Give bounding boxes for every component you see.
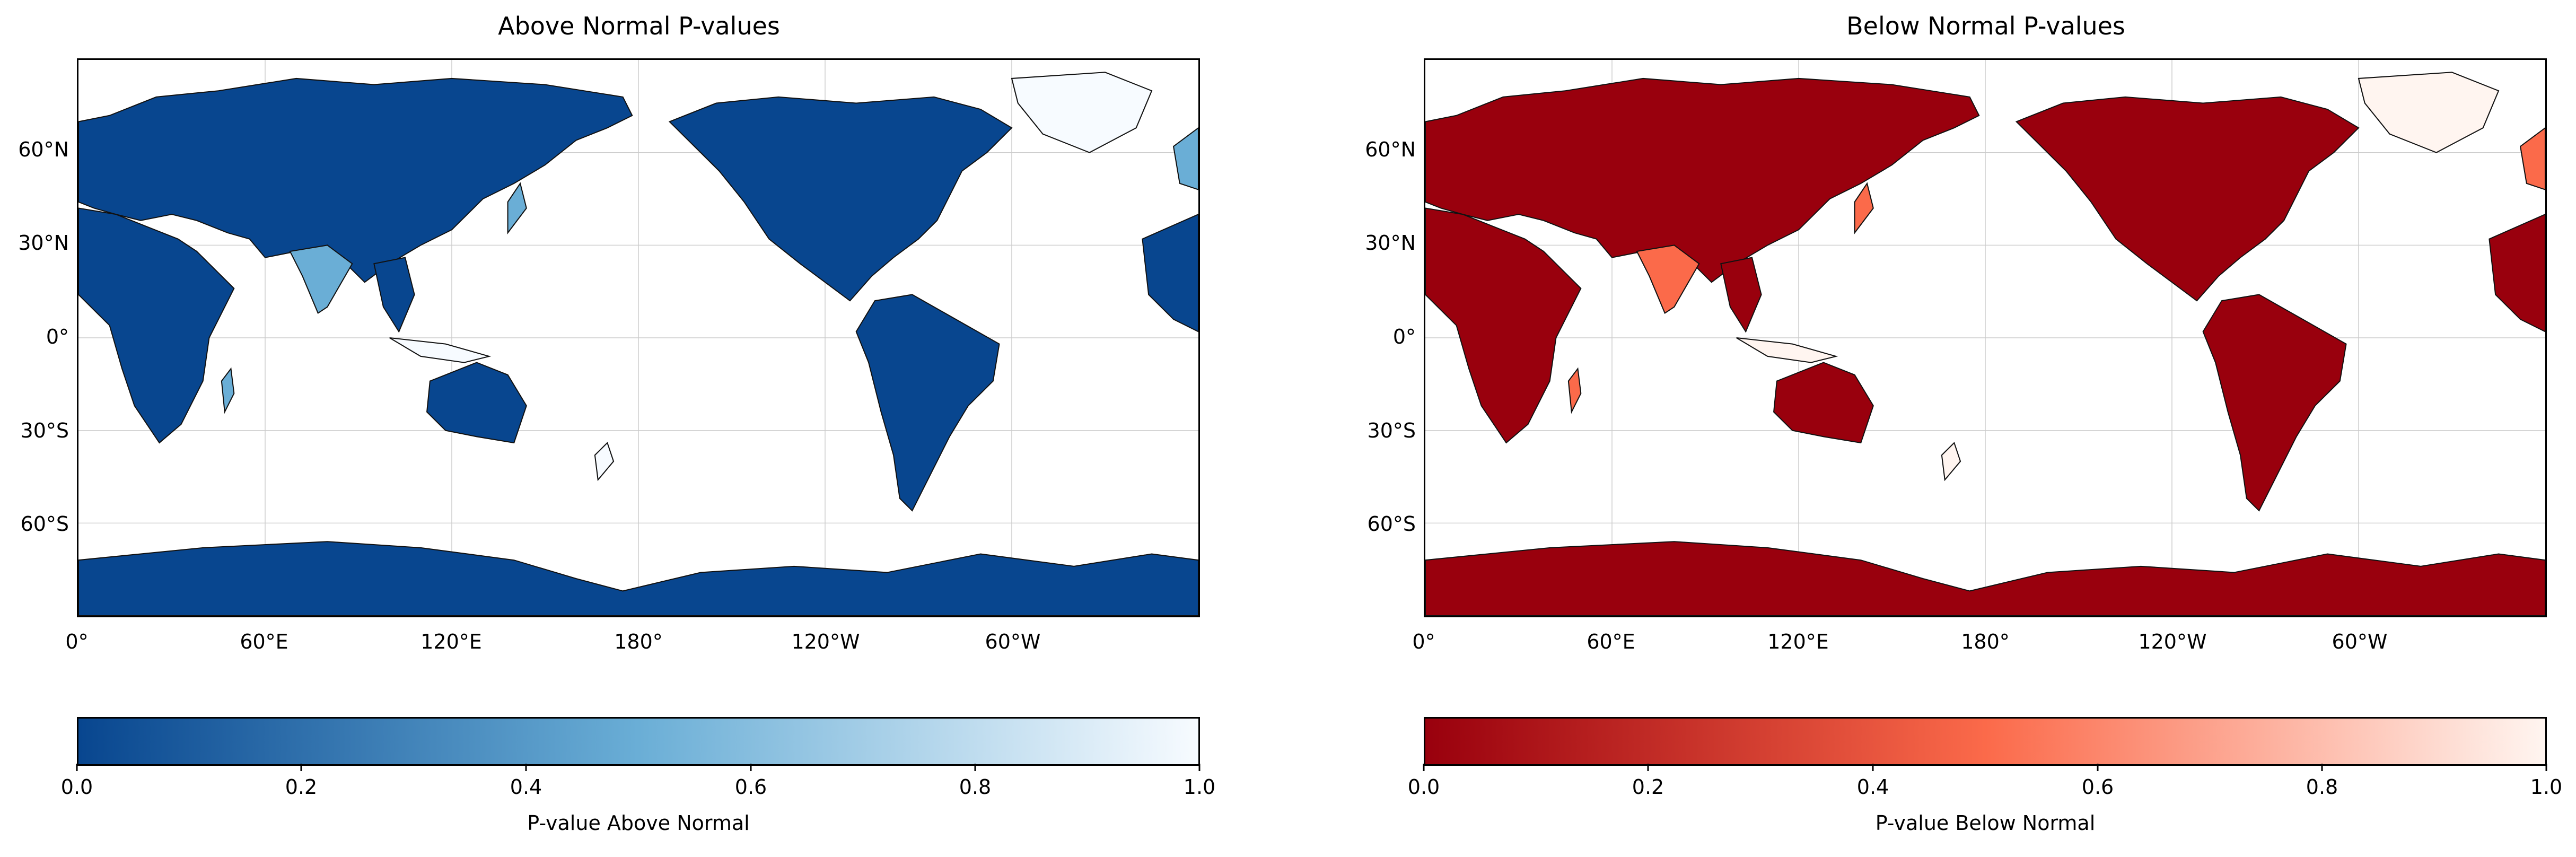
africa xyxy=(78,207,235,444)
indonesia xyxy=(389,337,492,363)
x-tick: 60°E xyxy=(240,630,288,653)
north-america xyxy=(2015,96,2360,302)
madagascar xyxy=(1567,367,1582,414)
y-tick: 60°N xyxy=(18,138,69,161)
below-normal-panel: Below Normal P-values xyxy=(1347,0,2566,857)
colorbar-tick-mark xyxy=(525,764,527,771)
below-normal-map xyxy=(1424,58,2547,617)
y-tick: 60°S xyxy=(1367,512,1416,536)
x-tick: 120°E xyxy=(1767,630,1829,653)
se-asia xyxy=(1720,257,1762,333)
y-tick: 60°N xyxy=(1365,138,1416,161)
colorbar-tick-mark xyxy=(1198,764,1201,771)
land-shapes xyxy=(1425,72,2545,616)
colorbar-tick: 0.4 xyxy=(1856,775,1889,799)
x-tick: 120°E xyxy=(420,630,482,653)
iberia-edge xyxy=(2519,127,2545,190)
colorbar-label: P-value Above Normal xyxy=(527,811,750,835)
y-tick: 30°N xyxy=(18,231,69,255)
colorbar-tick: 1.0 xyxy=(1183,775,1216,799)
new-zealand xyxy=(594,442,615,482)
colorbar-tick: 0.0 xyxy=(1407,775,1440,799)
india xyxy=(1636,244,1700,314)
map-canvas xyxy=(78,60,1198,616)
west-africa-edge xyxy=(1142,213,1198,333)
above-normal-map xyxy=(77,58,1200,617)
colorbar-tick: 0.2 xyxy=(285,775,318,799)
x-tick: 0° xyxy=(1412,630,1435,653)
x-tick: 180° xyxy=(614,630,663,653)
iberia-edge xyxy=(1172,127,1198,190)
colorbar-tick: 1.0 xyxy=(2530,775,2563,799)
colorbar-tick: 0.4 xyxy=(510,775,542,799)
colorbar-tick-mark xyxy=(1423,764,1425,771)
y-tick: 30°N xyxy=(1365,231,1416,255)
colorbar-tick-mark xyxy=(750,764,752,771)
land-shapes xyxy=(78,72,1198,616)
y-tick: 30°S xyxy=(20,419,69,442)
y-tick: 60°S xyxy=(20,512,69,536)
above-normal-panel: Above Normal P-values xyxy=(0,0,1220,857)
x-tick: 120°W xyxy=(791,630,860,653)
japan xyxy=(1854,182,1874,235)
x-tick: 180° xyxy=(1961,630,2010,653)
panel-title: Below Normal P-values xyxy=(1846,12,2125,40)
colorbar xyxy=(1424,717,2547,766)
x-tick: 60°E xyxy=(1587,630,1635,653)
colorbar-tick-mark xyxy=(974,764,976,771)
colorbar-tick: 0.0 xyxy=(60,775,93,799)
colorbar-tick-mark xyxy=(1647,764,1649,771)
panel-title: Above Normal P-values xyxy=(498,12,780,40)
colorbar-tick-mark xyxy=(1872,764,1874,771)
greenland xyxy=(1011,72,1153,153)
antarctica xyxy=(1425,541,2545,616)
eurasia xyxy=(1425,77,1980,283)
x-tick: 60°W xyxy=(985,630,1041,653)
japan xyxy=(507,182,527,235)
colorbar-label: P-value Below Normal xyxy=(1875,811,2096,835)
new-zealand xyxy=(1941,442,1961,482)
antarctica xyxy=(78,541,1198,616)
colorbar-tick: 0.8 xyxy=(2306,775,2338,799)
madagascar xyxy=(221,367,235,414)
south-america xyxy=(855,294,1000,512)
india xyxy=(289,244,353,314)
colorbar-tick: 0.6 xyxy=(2081,775,2114,799)
eurasia xyxy=(78,77,633,283)
x-tick: 120°W xyxy=(2138,630,2207,653)
colorbar-tick-mark xyxy=(2097,764,2099,771)
colorbar-tick-mark xyxy=(300,764,302,771)
y-tick: 0° xyxy=(1392,325,1416,348)
north-america xyxy=(668,96,1013,302)
colorbar-tick: 0.8 xyxy=(959,775,992,799)
y-tick: 0° xyxy=(46,325,69,348)
west-africa-edge xyxy=(2489,213,2545,333)
map-canvas xyxy=(1425,60,2545,616)
greenland xyxy=(2358,72,2500,153)
se-asia xyxy=(373,257,415,333)
x-tick: 60°W xyxy=(2332,630,2388,653)
colorbar-tick-mark xyxy=(2545,764,2547,771)
colorbar-tick-mark xyxy=(2321,764,2323,771)
colorbar xyxy=(77,717,1200,766)
australia xyxy=(1773,362,1874,444)
africa xyxy=(1425,207,1582,444)
south-america xyxy=(2202,294,2347,512)
colorbar-tick: 0.6 xyxy=(734,775,767,799)
indonesia xyxy=(1736,337,1838,363)
colorbar-tick: 0.2 xyxy=(1632,775,1664,799)
x-tick: 0° xyxy=(65,630,89,653)
australia xyxy=(426,362,527,444)
colorbar-tick-mark xyxy=(76,764,78,771)
y-tick: 30°S xyxy=(1367,419,1416,442)
